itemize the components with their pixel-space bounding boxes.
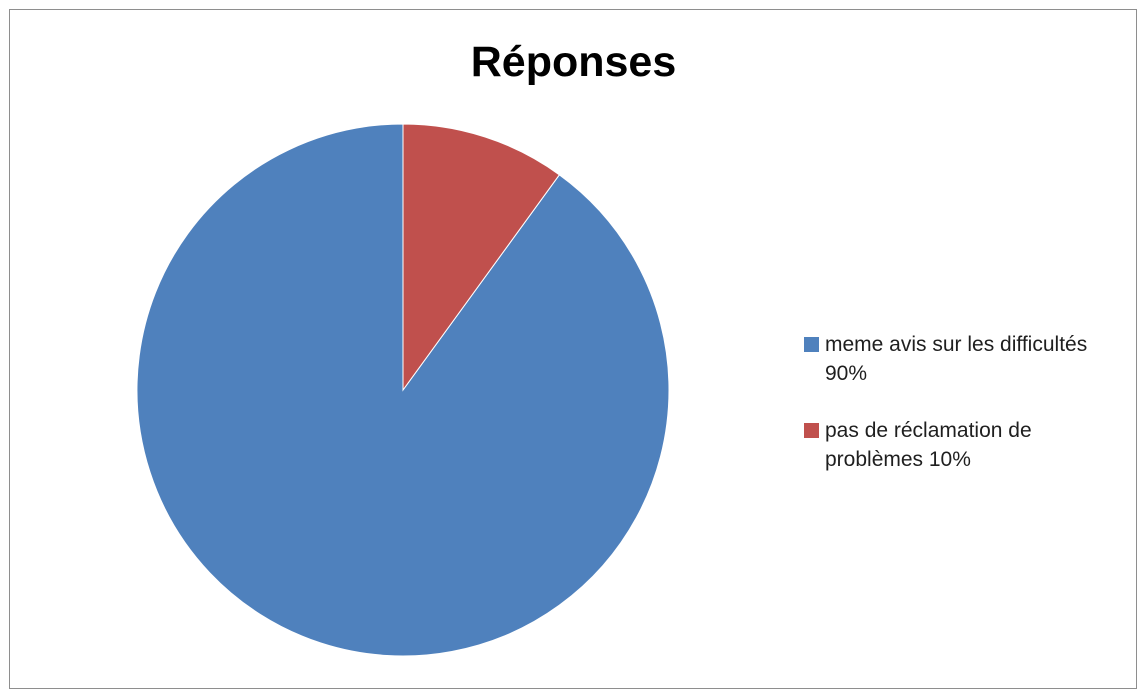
legend-item-1: pas de réclamation de problèmes 10% <box>804 416 1134 474</box>
pie-slice-1 <box>402 123 561 392</box>
legend-item-0: meme avis sur les difficultés 90% <box>804 330 1134 388</box>
legend-label-0: meme avis sur les difficultés 90% <box>825 333 1088 385</box>
legend-label-1: pas de réclamation de problèmes 10% <box>825 419 1032 471</box>
legend-swatch-0 <box>804 337 819 352</box>
chart-legend: meme avis sur les difficultés 90% pas de… <box>804 330 1134 502</box>
legend-swatch-1 <box>804 423 819 438</box>
chart-title: Réponses <box>470 38 677 86</box>
